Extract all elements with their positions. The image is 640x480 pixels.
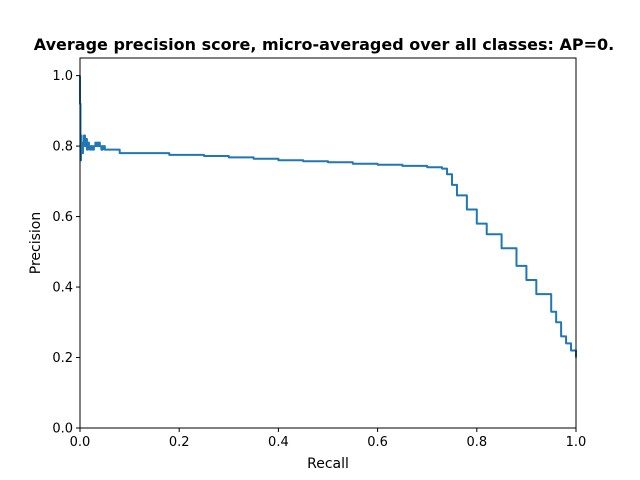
plot-frame — [79, 57, 577, 429]
y-tick-label: 0.0 — [52, 422, 73, 437]
y-tick-label: 1.0 — [52, 69, 73, 84]
series-layer — [79, 75, 577, 358]
x-tick-label: 1.0 — [566, 435, 587, 450]
x-axis: 0.0 0.2 0.4 0.6 0.8 1.0 — [70, 428, 587, 450]
x-tick-label: 0.8 — [466, 435, 487, 450]
x-tick-label: 0.2 — [169, 435, 190, 450]
series-line-0 — [79, 75, 577, 358]
y-tick-label: 0.6 — [52, 210, 73, 225]
y-tick-label: 0.8 — [52, 140, 73, 155]
y-tick-label: 0.2 — [52, 351, 73, 366]
chart-title: Average precision score, micro-averaged … — [34, 35, 614, 54]
plot-area — [80, 58, 576, 428]
x-tick-label: 0.6 — [367, 435, 388, 450]
x-axis-label: Recall — [307, 456, 349, 472]
x-tick-label: 0.0 — [70, 435, 91, 450]
y-axis: 0.0 0.2 0.4 0.6 0.8 1.0 — [52, 69, 80, 437]
y-tick-label: 0.4 — [52, 281, 73, 296]
y-axis-label: Precision — [28, 212, 44, 274]
x-tick-label: 0.4 — [268, 435, 289, 450]
